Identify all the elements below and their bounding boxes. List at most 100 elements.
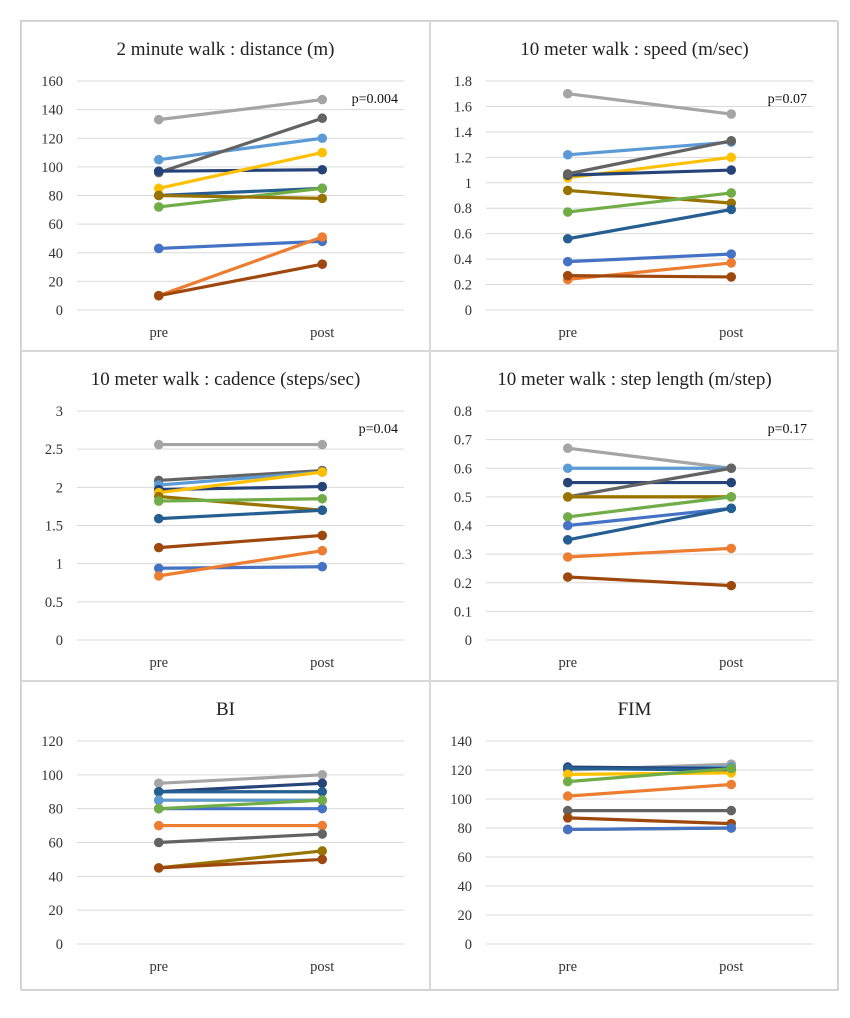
data-point (317, 439, 328, 450)
data-point (562, 477, 573, 488)
series-segment (157, 533, 324, 550)
x-tick-label: post (719, 959, 743, 975)
series-line (153, 795, 328, 814)
data-point (726, 204, 737, 215)
data-point (726, 503, 737, 514)
y-tick-label: 80 (49, 802, 64, 818)
data-point (317, 770, 328, 780)
series-segment (157, 857, 324, 870)
data-point (317, 481, 328, 492)
series-segment (157, 235, 324, 298)
data-point (726, 152, 737, 163)
y-tick-label: 60 (49, 836, 64, 852)
data-point (562, 512, 573, 522)
series-line (153, 439, 328, 450)
series-segment (566, 816, 733, 826)
y-tick-label: 160 (41, 74, 63, 90)
series-segment (566, 782, 733, 798)
series-segment (157, 186, 324, 198)
y-tick-label: 0.2 (454, 278, 472, 294)
y-tick-label: 1 (56, 557, 63, 573)
data-point (726, 763, 737, 774)
chart-panel-bi: BI 0 20 40 60 80 100 120 pre post (21, 681, 430, 991)
data-point (153, 820, 164, 831)
series-segment (566, 191, 733, 214)
series-line (562, 135, 737, 179)
y-tick-label: 40 (49, 869, 64, 885)
data-point (153, 513, 164, 524)
series-line (153, 147, 328, 194)
x-tick-label: pre (558, 325, 577, 341)
data-point (317, 803, 328, 814)
p-value-annotation: p=0.07 (768, 92, 807, 107)
y-tick-label: 20 (49, 903, 64, 919)
y-tick-label: 0 (465, 303, 472, 319)
chart-title: 10 meter walk : speed (m/sec) (520, 39, 748, 60)
y-tick-label: 100 (450, 792, 472, 808)
series-segment (157, 193, 324, 200)
y-tick-label: 0.3 (454, 547, 472, 563)
series-line (562, 503, 737, 545)
series-line (153, 770, 328, 789)
data-point (317, 795, 328, 806)
data-point (726, 272, 737, 282)
y-tick-label: 0.4 (454, 252, 473, 268)
data-point (562, 552, 573, 562)
data-point (562, 535, 573, 545)
y-tick-label: 20 (49, 274, 64, 290)
chart-panel-speed: 10 meter walk : speed (m/sec) p=0.07 0 0.2 0… (430, 21, 839, 351)
data-point (153, 778, 164, 789)
series-segment (157, 150, 324, 190)
data-point (562, 572, 573, 582)
y-tick-label: 0.5 (454, 490, 472, 506)
data-point (562, 443, 573, 454)
chart-title: BI (216, 699, 235, 720)
y-tick-label: 120 (41, 131, 63, 147)
y-tick-label: 3 (56, 404, 63, 420)
data-point (562, 791, 573, 801)
series-segment (566, 506, 733, 528)
chart-panel-fim: FIM 0 20 40 60 80 100 120 140 pre post (430, 681, 839, 991)
data-point (562, 88, 573, 99)
x-tick-label: pre (558, 959, 577, 975)
data-point (153, 290, 164, 301)
chart-svg: BI 0 20 40 60 80 100 120 pre post (41, 699, 404, 975)
y-tick-label: 0.4 (454, 519, 473, 535)
y-tick-label: 0 (56, 633, 63, 649)
data-point (317, 467, 328, 477)
data-point (153, 190, 164, 201)
y-tick-label: 60 (49, 217, 64, 233)
series-segment (157, 508, 324, 521)
series-line (153, 561, 328, 574)
y-tick-label: 140 (41, 103, 63, 119)
series-segment (566, 168, 733, 177)
series-line (562, 88, 737, 119)
series-line (562, 249, 737, 267)
y-tick-label: 2.5 (45, 442, 63, 458)
series-segment (566, 188, 733, 205)
series-line (153, 133, 328, 165)
series-line (153, 259, 328, 301)
x-tick-label: pre (149, 325, 168, 341)
data-point (317, 94, 328, 105)
y-tick-label: 100 (41, 160, 63, 176)
data-point (317, 820, 328, 831)
chart-title: 2 minute walk : distance (m) (117, 39, 335, 60)
y-tick-label: 60 (458, 850, 473, 866)
x-tick-label: post (719, 325, 743, 341)
data-point (562, 813, 573, 823)
data-point (153, 542, 164, 553)
data-point (153, 563, 164, 574)
series-segment (566, 446, 733, 470)
data-point (562, 256, 573, 267)
data-point (153, 166, 164, 176)
y-tick-label: 40 (49, 246, 64, 262)
y-tick-label: 40 (458, 879, 473, 895)
series-segment (157, 497, 324, 503)
data-point (317, 778, 328, 789)
data-point (562, 270, 573, 281)
series-line (562, 813, 737, 829)
data-point (562, 233, 573, 244)
data-point (153, 837, 164, 848)
series-line (562, 823, 737, 835)
